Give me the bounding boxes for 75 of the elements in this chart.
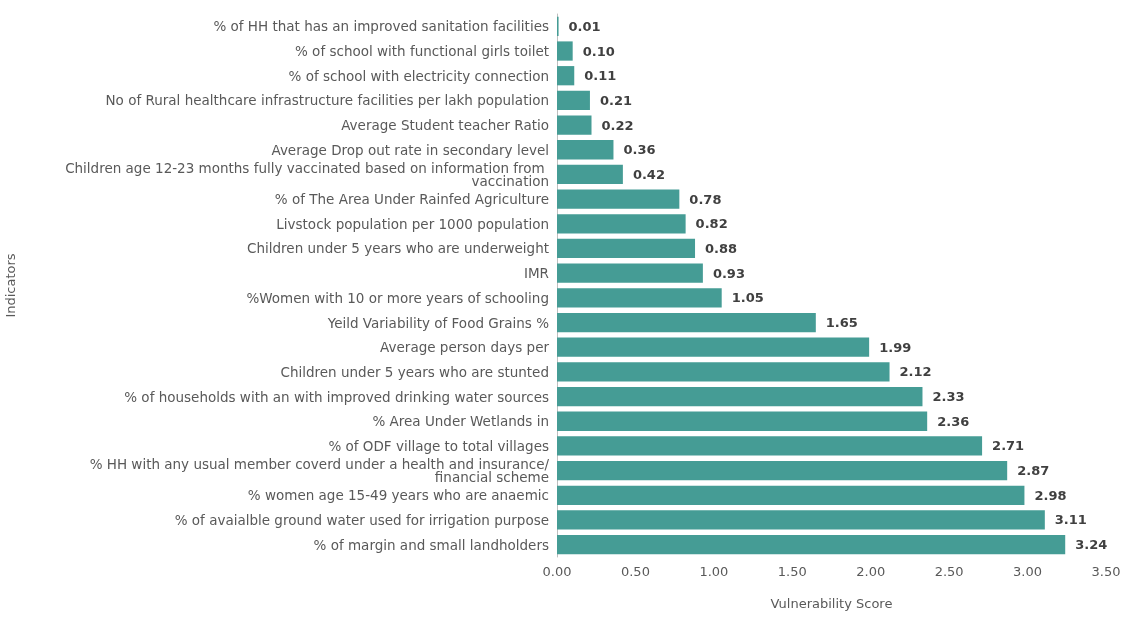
y-tick-label: Children under 5 years who are underweight <box>247 240 549 257</box>
y-tick-label: Yeild Variability of Food Grains % <box>326 314 550 331</box>
y-tick-label: Average person days per <box>380 339 550 356</box>
y-tick-label: % of school with functional girls toilet <box>295 43 549 60</box>
y-tick-label: %Women with 10 or more years of schooling <box>246 289 549 306</box>
data-label: 2.33 <box>932 389 965 405</box>
data-label: 0.01 <box>568 18 601 34</box>
y-axis-title: Indicators <box>3 253 18 318</box>
data-label: 2.87 <box>1017 463 1050 479</box>
data-label: 2.98 <box>1034 487 1067 503</box>
bar <box>557 41 573 61</box>
bar <box>557 510 1045 530</box>
bar <box>557 115 592 135</box>
bar <box>557 436 983 456</box>
bar <box>557 362 890 382</box>
y-tick-label: Livstock population per 1000 population <box>276 215 549 232</box>
bar <box>557 66 575 86</box>
data-label: 0.10 <box>582 43 615 59</box>
x-axis-title: Vulnerability Score <box>770 596 893 611</box>
y-tick-label: % of HH that has an improved sanitation facilities <box>213 18 549 35</box>
data-label: 2.71 <box>992 438 1025 454</box>
x-tick-label: 0.00 <box>542 564 572 579</box>
bar <box>557 411 928 431</box>
bar <box>557 238 696 259</box>
x-tick-label: 2.50 <box>934 564 964 579</box>
y-tick-label: % of school with electricity connection <box>288 67 549 84</box>
y-tick-label: % of avaialble ground water used for irrigation purpose <box>174 511 549 528</box>
y-tick-label: % HH with any usual member coverd under a health and insurance/financial scheme <box>89 456 550 486</box>
data-label: 3.24 <box>1075 537 1108 553</box>
data-label: 0.21 <box>599 92 633 108</box>
x-tick-label: 2.00 <box>856 564 886 579</box>
x-tick-label: 1.00 <box>699 564 729 579</box>
y-tick-label: Average Drop out rate in secondary level <box>271 141 549 158</box>
bar <box>557 460 1008 481</box>
data-label: 2.36 <box>937 413 970 429</box>
bar <box>557 288 722 308</box>
y-tick-label: No of Rural healthcare infrastructure facilities per lakh population <box>105 92 549 109</box>
x-tick-label: 3.50 <box>1091 564 1121 579</box>
bar <box>557 535 1066 555</box>
x-tick-label: 1.50 <box>777 564 807 579</box>
y-tick-label: Children age 12-23 months fully vaccinated based on information from vaccination <box>65 159 549 189</box>
data-label: 1.65 <box>825 315 858 331</box>
bar <box>557 312 816 333</box>
y-tick-label: % of The Area Under Rainfed Agriculture <box>274 191 549 208</box>
data-label: 0.93 <box>712 265 745 281</box>
x-tick-label: 3.00 <box>1013 564 1043 579</box>
y-tick-label: % of households with an with improved drinking water sources <box>124 388 549 405</box>
bar <box>557 214 686 234</box>
bar <box>557 386 923 407</box>
data-label: 0.78 <box>689 191 722 207</box>
y-tick-label: Children under 5 years who are stunted <box>280 363 549 380</box>
data-label: 0.36 <box>623 142 656 158</box>
data-label: 1.05 <box>731 290 764 306</box>
bar <box>557 164 623 185</box>
data-label: 1.99 <box>879 339 912 355</box>
data-label: 0.11 <box>584 68 617 84</box>
y-tick-label: Average Student teacher Ratio <box>341 117 549 134</box>
y-tick-label: % women age 15-49 years who are anaemic <box>247 487 549 504</box>
data-label: 0.22 <box>601 117 634 133</box>
data-label: 3.11 <box>1054 512 1087 528</box>
data-label: 2.12 <box>899 364 932 380</box>
y-tick-label: % of margin and small landholders <box>313 536 549 553</box>
bar <box>557 337 870 357</box>
bar <box>557 90 590 111</box>
data-label: 0.88 <box>705 240 738 256</box>
data-label: 0.42 <box>632 166 665 182</box>
y-tick-label: % of ODF village to total villages <box>328 437 549 454</box>
y-tick-label: % Area Under Wetlands in <box>372 413 549 430</box>
bar <box>557 189 680 209</box>
x-tick-label: 0.50 <box>620 564 650 579</box>
bar <box>557 485 1025 505</box>
data-label: 0.82 <box>695 216 728 232</box>
bar <box>557 263 703 283</box>
y-tick-label: IMR <box>523 265 549 282</box>
bar <box>557 140 614 160</box>
